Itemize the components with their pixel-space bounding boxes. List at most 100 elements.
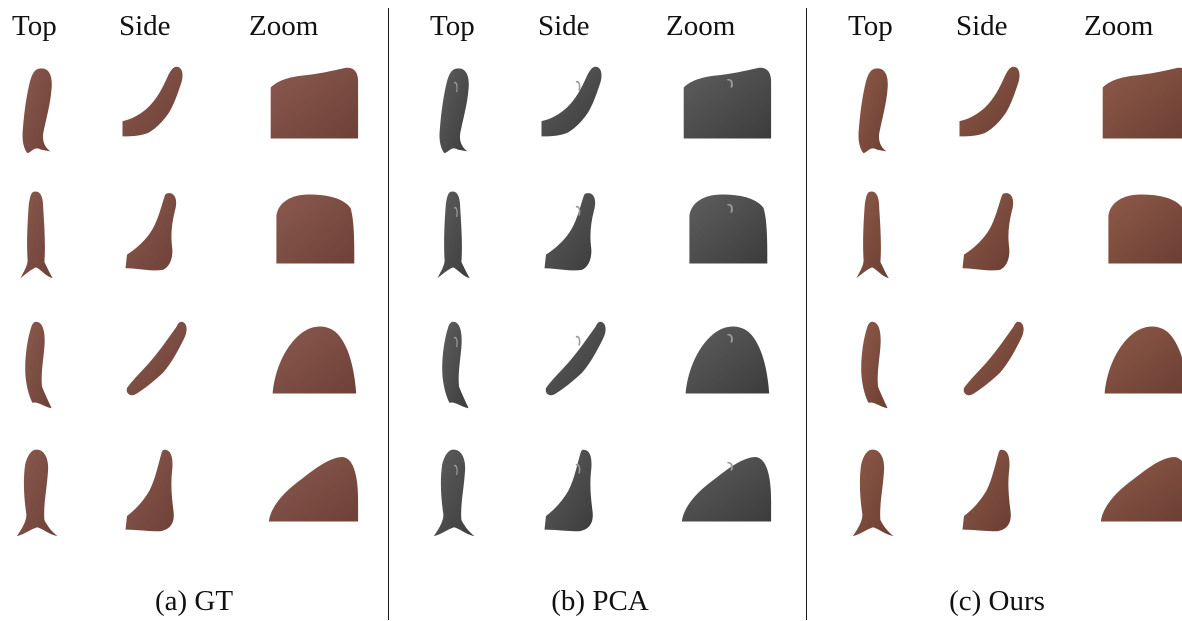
foot-shape-zoom	[270, 67, 359, 139]
foot-render-top-row-4	[423, 448, 483, 538]
foot-render-side-row-4	[537, 448, 612, 533]
column-header-zoom: Zoom	[249, 10, 319, 42]
column-header-top: Top	[848, 10, 893, 42]
foot-render-top-row-2	[842, 190, 902, 280]
panel-caption: (b) PCA	[551, 585, 649, 617]
foot-shape-zoom	[1102, 67, 1182, 139]
foot-render-zoom-row-1	[678, 65, 773, 140]
foot-shape-side	[962, 193, 1014, 271]
foot-render-side-row-2	[537, 190, 612, 275]
foot-render-top-row-4	[6, 448, 66, 538]
panel-1: Top Side Zoom (a) GT	[0, 0, 388, 621]
foot-shape-side	[541, 66, 602, 137]
panel-caption: (c) Ours	[949, 585, 1045, 617]
foot-shape-side	[959, 66, 1020, 137]
foot-render-zoom-row-1	[265, 65, 360, 140]
foot-render-top-row-1	[423, 65, 483, 155]
column-header-side: Side	[119, 10, 171, 42]
foot-render-zoom-row-3	[265, 320, 360, 395]
foot-render-side-row-4	[955, 448, 1030, 533]
specular-highlight	[453, 336, 458, 348]
foot-shape-top	[442, 321, 469, 409]
foot-shape-zoom	[1104, 326, 1182, 394]
column-header-top: Top	[430, 10, 475, 42]
foot-render-zoom-row-2	[1097, 190, 1182, 265]
panel-3: Top Side Zoom (c) Ours	[812, 0, 1182, 621]
foot-render-zoom-row-3	[1097, 320, 1182, 395]
foot-shape-side	[544, 449, 593, 532]
foot-render-top-row-3	[6, 320, 66, 410]
specular-highlight	[575, 205, 581, 216]
specular-highlight	[575, 80, 581, 91]
foot-shape-side	[544, 193, 596, 271]
foot-render-side-row-1	[537, 65, 612, 150]
foot-shape-side	[126, 321, 187, 396]
foot-shape-side	[122, 66, 183, 137]
column-header-zoom: Zoom	[1084, 10, 1154, 42]
foot-shape-zoom	[276, 194, 355, 264]
foot-shape-top	[433, 449, 475, 537]
foot-render-top-row-1	[842, 65, 902, 155]
specular-highlight	[726, 461, 733, 471]
panel-2: Top Side Zoom (b) PCA	[395, 0, 805, 621]
panel-caption: (a) GT	[154, 585, 234, 617]
foot-shape-top	[25, 321, 52, 409]
foot-render-side-row-3	[537, 320, 612, 405]
foot-shape-top	[20, 191, 53, 279]
foot-render-side-row-1	[118, 65, 193, 150]
specular-highlight	[453, 464, 458, 476]
specular-highlight	[726, 78, 733, 88]
column-header-side: Side	[956, 10, 1008, 42]
foot-shape-top	[439, 68, 469, 154]
specular-highlight	[575, 335, 581, 346]
column-header-top: Top	[12, 10, 57, 42]
foot-render-side-row-2	[118, 190, 193, 275]
foot-render-top-row-2	[6, 190, 66, 280]
foot-render-zoom-row-2	[678, 190, 773, 265]
foot-render-zoom-row-2	[265, 190, 360, 265]
foot-shape-side	[125, 449, 174, 532]
foot-render-zoom-row-3	[678, 320, 773, 395]
foot-shape-side	[125, 193, 177, 271]
foot-shape-zoom	[268, 457, 359, 522]
foot-render-zoom-row-1	[1097, 65, 1182, 140]
foot-shape-zoom	[1100, 457, 1182, 522]
foot-render-zoom-row-4	[678, 448, 773, 523]
foot-shape-zoom	[683, 67, 772, 139]
foot-shape-zoom	[685, 326, 770, 394]
foot-shape-zoom	[681, 457, 772, 522]
foot-shape-top	[22, 68, 52, 154]
foot-shape-top	[861, 321, 888, 409]
foot-render-top-row-2	[423, 190, 483, 280]
column-header-zoom: Zoom	[666, 10, 736, 42]
specular-highlight	[453, 81, 458, 93]
foot-shape-top	[16, 449, 58, 537]
specular-highlight	[453, 206, 458, 218]
foot-shape-top	[852, 449, 894, 537]
foot-shape-side	[962, 449, 1011, 532]
foot-render-top-row-3	[423, 320, 483, 410]
foot-render-top-row-1	[6, 65, 66, 155]
foot-shape-zoom	[1108, 194, 1182, 264]
panel-divider-2	[806, 8, 807, 620]
foot-render-side-row-2	[955, 190, 1030, 275]
specular-highlight	[726, 203, 733, 213]
foot-shape-zoom	[689, 194, 768, 264]
foot-render-side-row-1	[955, 65, 1030, 150]
specular-highlight	[575, 463, 581, 474]
foot-shape-zoom	[272, 326, 357, 394]
foot-render-side-row-4	[118, 448, 193, 533]
foot-render-zoom-row-4	[1097, 448, 1182, 523]
foot-render-side-row-3	[955, 320, 1030, 405]
foot-shape-top	[858, 68, 888, 154]
foot-render-side-row-3	[118, 320, 193, 405]
foot-render-zoom-row-4	[265, 448, 360, 523]
specular-highlight	[726, 333, 733, 343]
foot-shape-side	[545, 321, 606, 396]
column-header-side: Side	[538, 10, 590, 42]
foot-shape-top	[437, 191, 470, 279]
foot-render-top-row-3	[842, 320, 902, 410]
foot-shape-top	[856, 191, 889, 279]
panel-divider-1	[388, 8, 389, 620]
foot-render-top-row-4	[842, 448, 902, 538]
